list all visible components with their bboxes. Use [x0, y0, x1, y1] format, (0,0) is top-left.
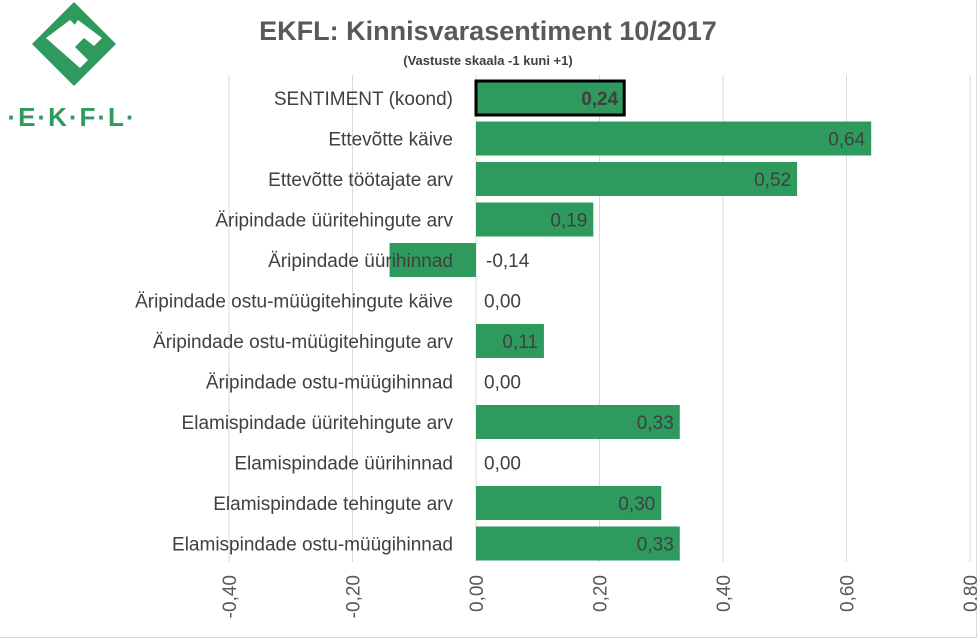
category-label: SENTIMENT (koond): [274, 89, 453, 110]
category-label: Elamispindade tehingute arv: [213, 494, 453, 515]
category-label: Ettevõtte töötajate arv: [268, 170, 453, 191]
logo-text: ·E·K·F·L·: [7, 102, 136, 132]
category-label: Äripindade üürihinnad: [268, 251, 453, 272]
x-tick-label: -0,40: [220, 575, 241, 618]
x-tick-label: 0,00: [467, 575, 488, 612]
value-labels: 0,24 0,64 0,52 0,19 -0,14 0,00 0,11 0,00 0,33 0,0…: [484, 89, 866, 556]
category-label: Äripindade ostu-müügitehingute käive: [135, 292, 453, 313]
category-label: Elamispindade üürihinnad: [234, 454, 453, 475]
value-label: 0,24: [581, 89, 618, 110]
value-label: 0,52: [754, 170, 791, 191]
bar: [476, 202, 594, 237]
x-axis-ticks: -0,40 -0,20 0,00 0,20 0,40 0,60 0,80: [220, 575, 977, 618]
logo-icon: [32, 2, 116, 86]
bars: [389, 79, 872, 561]
category-label: Ettevõtte käive: [328, 130, 453, 151]
value-label: 0,00: [484, 373, 521, 394]
bar: [476, 486, 662, 520]
x-tick-label: 0,40: [714, 575, 735, 612]
x-tick-label: 0,20: [591, 575, 612, 612]
category-label: Elamispindade üüritehingute arv: [182, 413, 454, 434]
bar: [476, 526, 680, 561]
bar: [389, 243, 476, 277]
bar: [476, 405, 680, 439]
value-label: 0,11: [502, 332, 538, 353]
gridlines: [228, 75, 971, 562]
bar-highlighted: [474, 79, 626, 117]
bar: [476, 162, 798, 196]
ekfl-logo: ·E·K·F·L·: [7, 2, 136, 132]
category-label: Elamispindade ostu-müügihinnad: [172, 535, 453, 556]
category-labels: SENTIMENT (koond) Ettevõtte käive Ettevõtt…: [135, 89, 453, 556]
value-label: 0,64: [828, 130, 865, 151]
x-tick-label: -0,20: [344, 575, 365, 618]
category-label: Äripindade ostu-müügihinnad: [206, 373, 453, 394]
value-label: -0,14: [486, 251, 530, 272]
category-label: Äripindade ostu-müügitehingute arv: [153, 332, 453, 353]
value-label: 0,30: [618, 494, 655, 515]
x-tick-label: 0,80: [961, 575, 977, 612]
x-tick-label: 0,60: [838, 575, 859, 612]
value-label: 0,00: [484, 454, 521, 475]
value-label: 0,00: [484, 292, 521, 313]
bar: [476, 121, 872, 156]
value-label: 0,19: [550, 211, 587, 232]
chart-subtitle: (Vastuste skaala -1 kuni +1): [403, 53, 572, 68]
bar: [476, 324, 544, 358]
chart-title: EKFL: Kinnisvarasentiment 10/2017: [259, 16, 717, 46]
value-label: 0,33: [637, 535, 674, 556]
category-label: Äripindade üüritehingute arv: [215, 211, 453, 232]
value-label: 0,33: [637, 413, 674, 434]
